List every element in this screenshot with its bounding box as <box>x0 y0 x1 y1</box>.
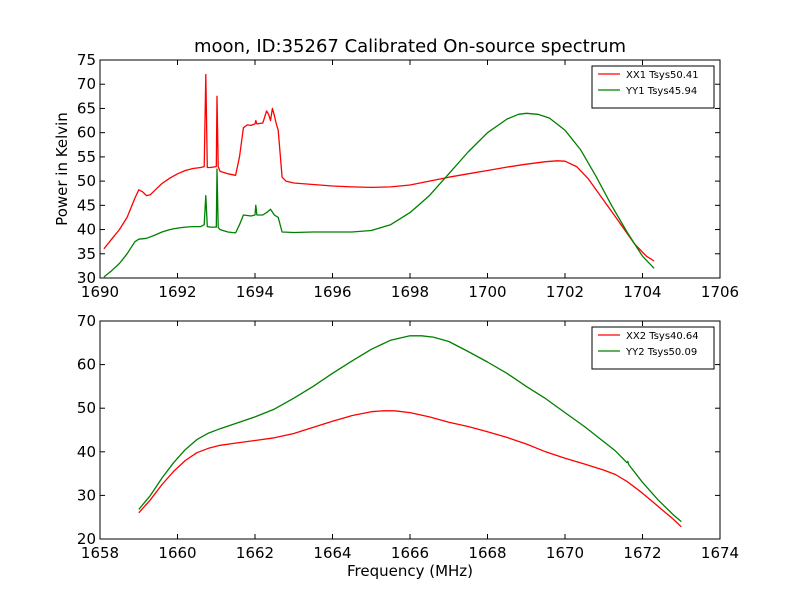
bottom-y-tick-label: 70 <box>77 312 96 330</box>
bottom-plot-panel: 1658 1660 1662 1664 1666 1668 1670 1672 1674 20 30… <box>77 312 739 580</box>
bottom-series-group <box>138 335 682 528</box>
bottom-y-tick-label: 40 <box>77 443 96 461</box>
bottom-x-tick-label: 1664 <box>313 544 351 562</box>
top-series-line-2 <box>103 112 655 278</box>
top-plot-panel: 1690 1692 1694 1696 1698 1700 1702 1704 1706 30 35… <box>53 51 739 301</box>
chart-title: moon, ID:35267 Calibrated On-source spec… <box>194 36 626 57</box>
top-y-axis-title: Power in Kelvin <box>53 112 71 226</box>
top-x-tick-label: 1696 <box>313 283 351 301</box>
bottom-x-tick-label: 1668 <box>468 544 506 562</box>
bottom-x-tick-label: 1658 <box>81 544 119 562</box>
top-y-tick-label: 65 <box>77 99 96 117</box>
top-y-tick-label: 60 <box>77 124 96 142</box>
top-x-tick-label: 1698 <box>391 283 429 301</box>
top-y-tick-label: 70 <box>77 75 96 93</box>
top-legend-label-2: YY1 Tsys45.94 <box>625 86 697 97</box>
top-y-tick-label: 30 <box>77 269 96 287</box>
bottom-y-tick-label: 30 <box>77 486 96 504</box>
bottom-series-line-1 <box>138 410 682 528</box>
top-y-tick-label: 35 <box>77 245 96 263</box>
top-legend-box <box>591 65 715 109</box>
bottom-x-tick-label: 1666 <box>391 544 429 562</box>
bottom-y-tick-label: 60 <box>77 356 96 374</box>
bottom-x-tick-label: 1660 <box>158 544 196 562</box>
top-series-line-1 <box>103 73 655 262</box>
bottom-series-line-2 <box>138 335 682 523</box>
bottom-legend-label-1: XX2 Tsys40.64 <box>626 331 699 342</box>
top-series-group <box>103 73 655 278</box>
top-x-tick-label: 1700 <box>468 283 506 301</box>
top-y-tick-label: 50 <box>77 172 96 190</box>
bottom-x-tick-label: 1674 <box>701 544 739 562</box>
top-x-tick-label: 1704 <box>623 283 661 301</box>
bottom-legend-label-2: YY2 Tsys50.09 <box>625 347 697 358</box>
top-x-tick-label: 1694 <box>236 283 274 301</box>
bottom-x-tick-label: 1672 <box>623 544 661 562</box>
bottom-y-tick-label: 20 <box>77 530 96 548</box>
top-y-tick-label: 40 <box>77 221 96 239</box>
bottom-axis-ticks: 1658 1660 1662 1664 1666 1668 1670 1672 1674 20 30… <box>77 312 739 562</box>
top-legend-label-1: XX1 Tsys50.41 <box>626 70 699 81</box>
top-y-tick-label: 45 <box>77 196 96 214</box>
bottom-x-axis-title: Frequency (MHz) <box>347 562 473 580</box>
top-x-tick-label: 1702 <box>546 283 584 301</box>
top-y-tick-label: 55 <box>77 148 96 166</box>
top-x-tick-label: 1692 <box>158 283 196 301</box>
top-axis-ticks: 1690 1692 1694 1696 1698 1700 1702 1704 1706 30 35… <box>77 51 739 301</box>
bottom-y-tick-label: 50 <box>77 399 96 417</box>
top-y-tick-label: 75 <box>77 51 96 69</box>
bottom-legend: XX2 Tsys40.64 YY2 Tsys50.09 <box>591 326 715 370</box>
bottom-x-tick-label: 1662 <box>236 544 274 562</box>
top-legend: XX1 Tsys50.41 YY1 Tsys45.94 <box>591 65 715 109</box>
bottom-legend-box <box>591 326 715 370</box>
bottom-x-tick-label: 1670 <box>546 544 584 562</box>
top-x-tick-label: 1690 <box>81 283 119 301</box>
top-x-tick-label: 1706 <box>701 283 739 301</box>
